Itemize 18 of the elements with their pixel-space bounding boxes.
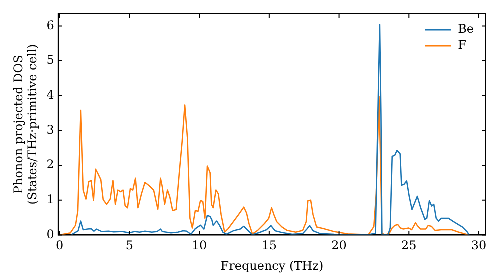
legend-label: Be: [458, 22, 474, 36]
x-axis-title: Frequency (THz): [220, 258, 324, 273]
x-tick-label: 20: [332, 238, 347, 253]
x-tick-label: 30: [471, 238, 487, 253]
y-tick-label: 0: [46, 227, 54, 242]
y-tick-label: 3: [46, 122, 54, 137]
y-tick-label: 6: [46, 18, 54, 32]
y-tick-label: 1: [46, 192, 54, 206]
x-tick-label: 0: [56, 238, 64, 253]
x-tick-label: 15: [262, 238, 278, 253]
x-tick-label: 5: [126, 238, 134, 253]
y-tick-label: 4: [46, 88, 55, 102]
y-tick-label: 5: [46, 53, 54, 68]
legend-label: F: [458, 38, 466, 52]
x-tick-label: 25: [402, 238, 417, 253]
y-axis-title: Phonon projected DOS (States/THz·primitive cell): [11, 44, 40, 205]
x-tick-label: 10: [192, 238, 208, 253]
y-tick-label: 2: [46, 158, 54, 172]
